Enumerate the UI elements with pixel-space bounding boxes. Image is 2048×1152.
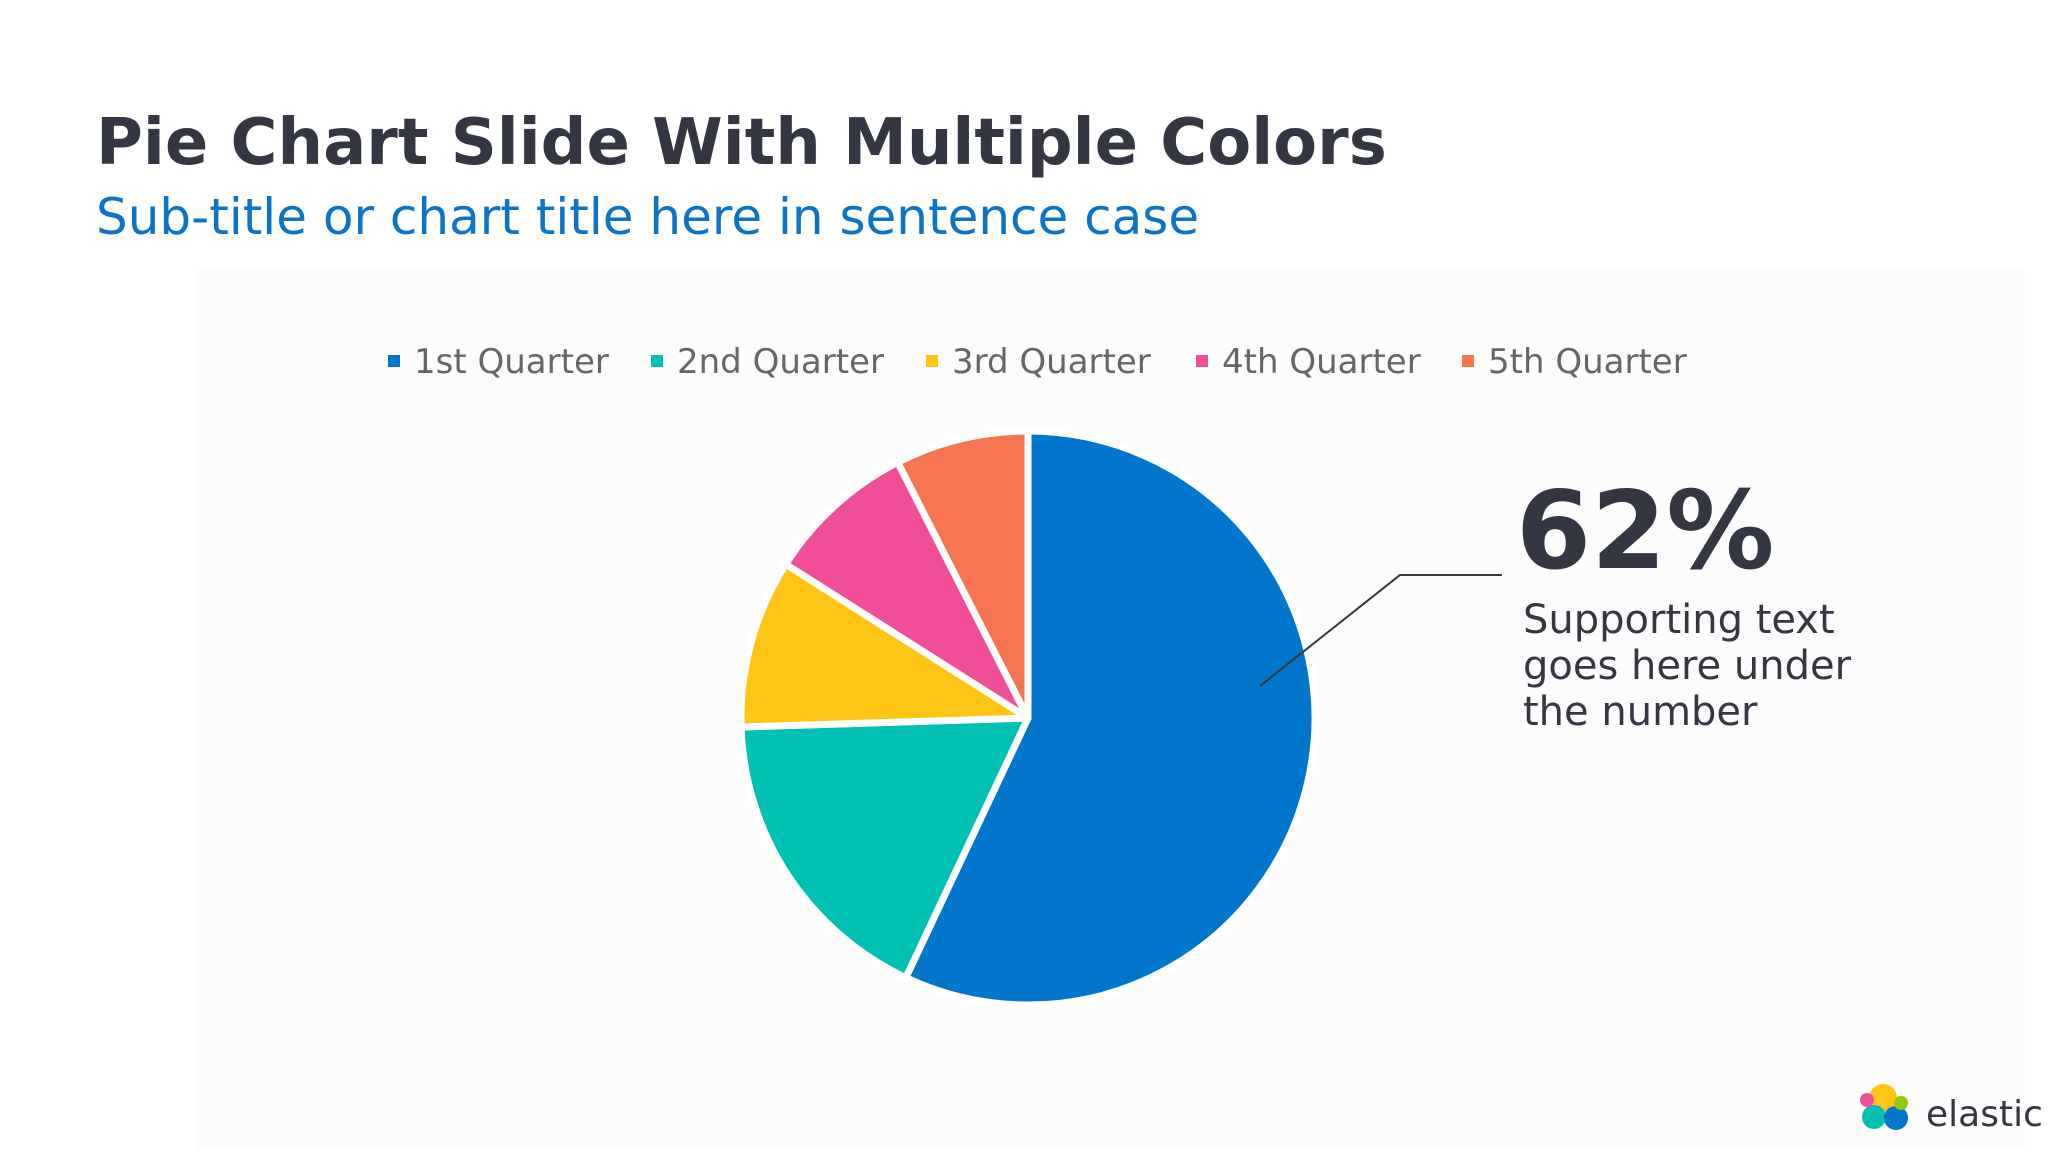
supporting-text: goes here under (1523, 643, 1852, 689)
logo-text: elastic (1926, 1094, 2043, 1135)
legend-label: 5th Quarter (1488, 342, 1687, 382)
pie-slice (902, 427, 1319, 1009)
logo-shape (1894, 1096, 1908, 1110)
legend-label: 1st Quarter (414, 342, 609, 382)
slide-title: Pie Chart Slide With Multiple Colors (96, 106, 1387, 180)
logo-shape (1869, 1084, 1897, 1112)
logo-shape (1884, 1106, 1908, 1130)
pie-slice (737, 560, 1032, 731)
legend-label: 2nd Quarter (677, 342, 884, 382)
legend-swatch (388, 355, 400, 367)
legend-label: 3rd Quarter (952, 342, 1151, 382)
legend-swatch (1462, 355, 1474, 367)
legend-swatch (1196, 355, 1208, 367)
legend-swatch (651, 355, 663, 367)
slide-subtitle: Sub-title or chart title here in sentenc… (96, 188, 1199, 246)
leader-line (1259, 574, 1502, 687)
pie-slice (894, 427, 1032, 722)
callout-number: 62% (1516, 469, 1775, 594)
logo-shape (1862, 1105, 1886, 1129)
supporting-text: Supporting text (1523, 597, 1835, 643)
logo-shape (1860, 1093, 1874, 1107)
legend-swatch (926, 355, 938, 367)
legend-label: 4th Quarter (1222, 342, 1421, 382)
pie-slice (782, 458, 1032, 722)
logo: elastic (1860, 1084, 2043, 1135)
supporting-text: the number (1523, 689, 1758, 735)
pie-slice (737, 714, 1032, 982)
